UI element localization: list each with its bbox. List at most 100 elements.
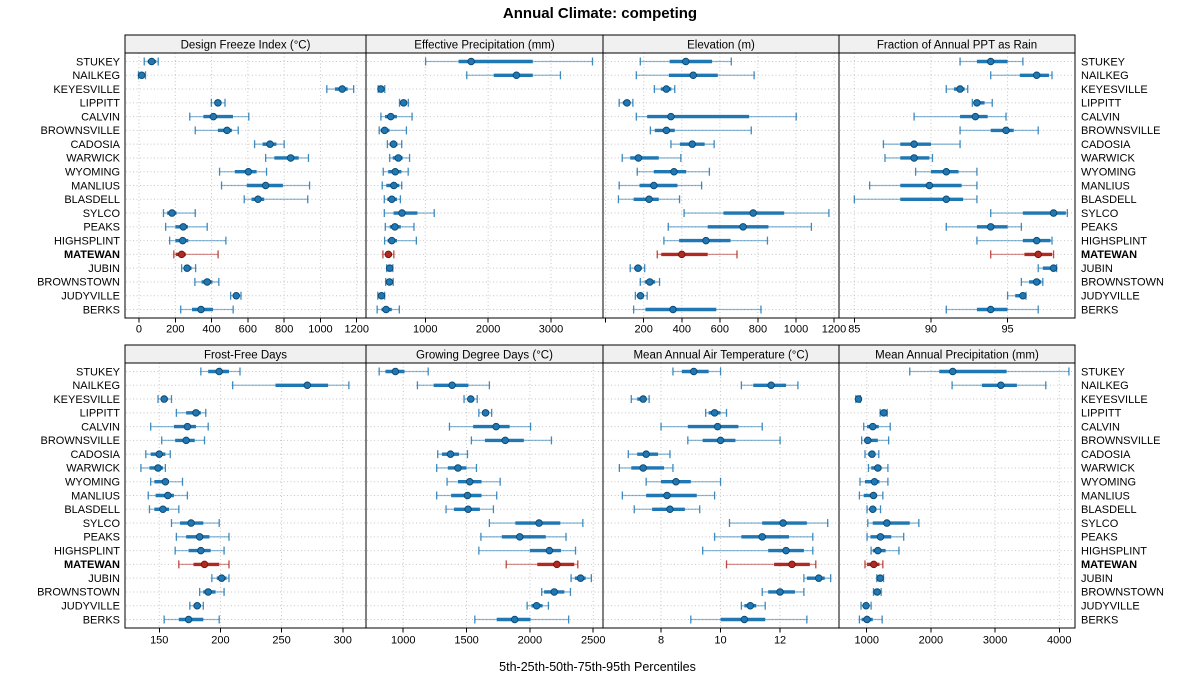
median-dot (713, 422, 722, 431)
axis-tick-label: 1000 (413, 324, 437, 336)
median-dot (398, 209, 406, 217)
panel-strip (838, 34, 1076, 54)
station-label-left: KEYESVILLE (53, 84, 120, 96)
median-dot (501, 436, 509, 445)
median-dot (200, 560, 209, 569)
interval-row (161, 436, 206, 445)
axis-tick-label: 400 (202, 324, 220, 336)
median-dot (663, 491, 671, 500)
interval-row (882, 140, 961, 149)
median-dot (868, 450, 876, 458)
median-dot (266, 140, 274, 148)
interval-row (174, 546, 225, 555)
station-label-right: NAILKEG (1081, 380, 1129, 392)
interval-row (909, 367, 1070, 376)
station-label-right: BERKS (1081, 614, 1118, 626)
panel-growing-degree-days-c: 1000 1500 2000 2500 Growing Degree Days (°C) (365, 344, 605, 647)
median-dot (155, 450, 164, 458)
axis-tick-label: 0 (136, 324, 142, 336)
interval-row (243, 195, 309, 204)
median-dot (1034, 250, 1042, 259)
median-dot (854, 395, 863, 403)
interval-row (218, 167, 268, 176)
interval-row (621, 491, 716, 500)
median-dot (535, 519, 543, 527)
median-dot (391, 367, 400, 376)
interval-row (210, 98, 226, 107)
station-label-left: MATEWAN (64, 249, 120, 261)
median-dot (623, 99, 631, 107)
median-dot (815, 574, 823, 582)
interval-row (629, 264, 646, 273)
median-dot (690, 367, 698, 376)
median-dot (215, 367, 223, 376)
station-label-right: LIPPITT (1081, 408, 1122, 420)
median-dot (862, 601, 870, 610)
axis-tick-label: 10 (714, 635, 726, 647)
interval-row-highlight (990, 250, 1055, 259)
station-label-left: HIGHSPLINT (54, 545, 120, 557)
median-dot (385, 278, 394, 286)
interval-row (424, 57, 594, 66)
median-dot (636, 291, 645, 300)
interval-row (702, 546, 814, 555)
median-dot (948, 367, 957, 376)
interval-row (378, 367, 429, 376)
station-label-right: JUBIN (1081, 263, 1113, 275)
median-dot (634, 264, 642, 272)
median-dot (384, 250, 393, 259)
interval-row (990, 209, 1068, 218)
axis-tick-label: 250 (272, 635, 290, 647)
interval-row (649, 126, 752, 135)
interval-row (168, 236, 227, 245)
interval-row (180, 264, 197, 273)
median-dot (739, 223, 747, 231)
interval-row (976, 236, 1053, 245)
interval-row (858, 615, 883, 624)
axis-tick-label: 2000 (919, 635, 943, 647)
station-label-right: SYLCO (1081, 518, 1119, 530)
axis-tick-label: 4000 (1047, 635, 1071, 647)
interval-row (383, 209, 435, 218)
station-label-right: MATEWAN (1081, 249, 1137, 261)
axis-tick-label: 95 (1001, 324, 1013, 336)
interval-row (634, 291, 648, 300)
median-dot (510, 615, 519, 624)
panel-title: Frost-Free Days (204, 350, 287, 362)
axis-tick-label: 1000 (854, 635, 878, 647)
interval-row (189, 112, 250, 121)
median-dot (203, 278, 211, 286)
median-dot (639, 464, 647, 472)
station-label-right: CADOSIA (1081, 139, 1131, 151)
interval-row (617, 195, 681, 204)
interval-row (740, 601, 766, 610)
station-label-right: BROWNSTOWN (1081, 587, 1164, 599)
median-dot (869, 422, 877, 431)
median-dot (159, 505, 167, 514)
median-dot (689, 71, 697, 80)
interval-row (143, 57, 159, 66)
station-label-left: PEAKS (83, 532, 120, 544)
station-label-right: BERKS (1081, 304, 1118, 316)
station-label-right: HIGHSPLINT (1081, 235, 1147, 247)
median-dot (465, 477, 474, 486)
axis-tick-label: 1500 (454, 635, 478, 647)
interval-row (872, 587, 882, 596)
axis-tick-label: 3000 (983, 635, 1007, 647)
station-label-left: CALVIN (81, 111, 120, 123)
interval-row (667, 222, 813, 231)
median-dot (645, 195, 653, 204)
median-dot (394, 154, 403, 162)
station-label-left: PEAKS (83, 222, 120, 234)
station-label-left: JUBIN (88, 573, 120, 585)
median-dot (1002, 126, 1010, 135)
interval-row (876, 574, 885, 583)
panel-fraction-of-annual-ppt-as-rain: 85 90 95 Fraction of Annual PPT as Rain (838, 34, 1076, 336)
station-label-left: BLASDELL (64, 504, 120, 516)
median-dot (758, 533, 766, 541)
station-label-left: SYLCO (83, 208, 121, 220)
median-dot (788, 560, 796, 569)
axis-tick-label: 12 (774, 635, 786, 647)
median-dot (576, 574, 585, 582)
interval-row-highlight (382, 250, 395, 259)
